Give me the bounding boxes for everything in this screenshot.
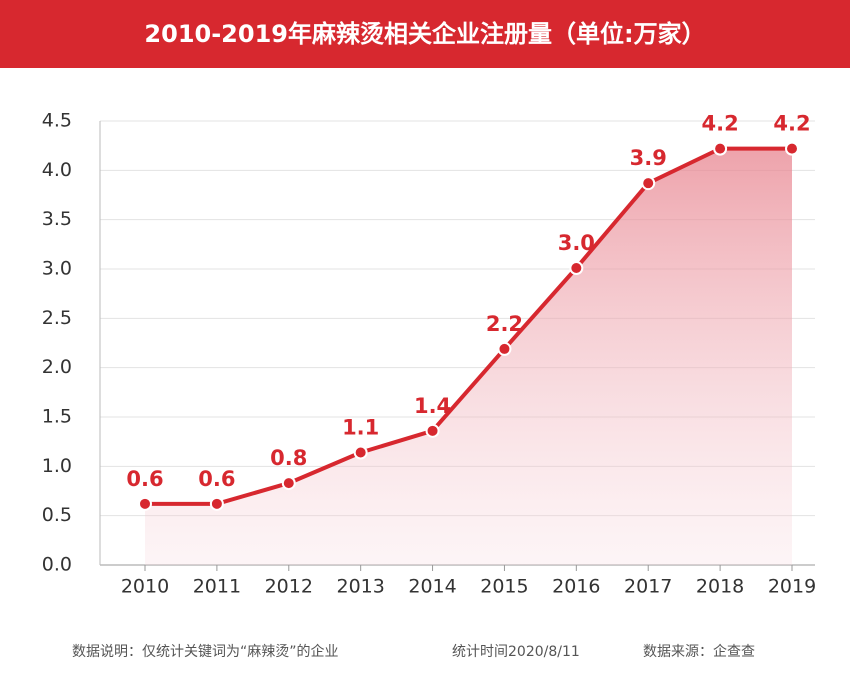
point	[281, 476, 296, 491]
x-tick-label: 2017	[624, 576, 672, 598]
y-tick-label: 4.0	[42, 159, 72, 181]
data-label: 4.2	[773, 112, 810, 136]
y-tick-label: 1.5	[42, 406, 72, 428]
point	[353, 445, 368, 460]
x-tick-label: 2019	[768, 576, 816, 598]
x-tick-label: 2014	[408, 576, 456, 598]
y-tick-label: 0.5	[42, 504, 72, 526]
chart-title: 2010-2019年麻辣烫相关企业注册量（单位:万家）	[144, 20, 705, 48]
y-tick-label: 2.5	[42, 307, 72, 329]
data-label: 0.6	[198, 467, 235, 491]
data-label: 2.2	[486, 312, 523, 336]
data-label: 0.8	[270, 446, 307, 470]
point	[138, 496, 152, 511]
y-tick-label: 0.0	[42, 554, 72, 576]
point	[569, 261, 584, 276]
x-tick-label: 2013	[336, 576, 384, 598]
point	[497, 341, 512, 356]
point	[785, 141, 799, 156]
x-tick-label: 2015	[480, 576, 528, 598]
data-label: 3.0	[558, 231, 595, 255]
area	[145, 148, 792, 566]
x-tick-label: 2016	[552, 576, 600, 598]
data-label: 1.4	[414, 394, 451, 418]
point	[713, 141, 728, 156]
point	[209, 496, 224, 511]
y-tick-label: 3.0	[42, 258, 72, 280]
data-label: 3.9	[630, 146, 667, 170]
y-tick-label: 4.5	[42, 110, 72, 132]
data-label: 0.6	[126, 467, 163, 491]
data-label: 1.1	[342, 416, 379, 440]
data-label: 4.2	[702, 112, 739, 136]
footnote: 统计时间2020/8/11	[452, 644, 580, 660]
y-tick-label: 3.5	[42, 208, 72, 230]
footnote: 数据说明：仅统计关键词为“麻辣烫”的企业	[72, 643, 339, 660]
x-tick-label: 2011	[193, 576, 241, 598]
title-bar	[0, 0, 850, 68]
x-tick-label: 2010	[121, 576, 169, 598]
footnote: 数据来源：企查查	[643, 643, 755, 660]
line	[145, 146, 792, 506]
point	[641, 176, 656, 191]
x-tick-label: 2018	[696, 576, 744, 598]
y-tick-label: 1.0	[42, 455, 72, 477]
x-tick-label: 2012	[265, 576, 313, 598]
point	[425, 423, 440, 438]
y-tick-label: 2.0	[42, 356, 72, 378]
